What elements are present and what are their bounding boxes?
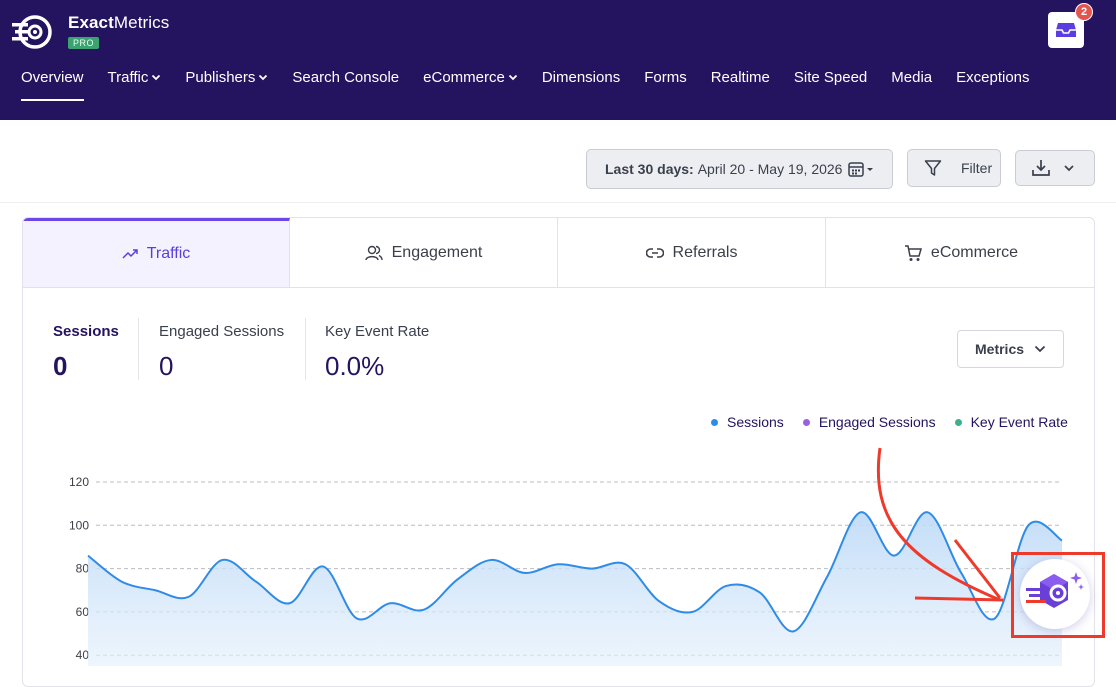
nav-search-console[interactable]: Search Console (292, 68, 400, 86)
legend-dot (802, 418, 810, 426)
sessions-area (88, 512, 1062, 666)
tab-engagement[interactable]: Engagement (290, 218, 558, 287)
nav-ecommerce[interactable]: eCommerce (423, 67, 518, 87)
chevron-down-icon (152, 74, 161, 81)
legend-engaged-sessions[interactable]: Engaged Sessions (802, 414, 936, 430)
nav-dimensions[interactable]: Dimensions (541, 68, 621, 86)
download-button[interactable] (1015, 150, 1095, 186)
download-icon (1032, 160, 1074, 176)
toolbar-divider (0, 202, 1116, 203)
metric-sessions[interactable]: Sessions 0 (53, 323, 119, 382)
metric-value: 0 (159, 351, 174, 381)
nav-site-speed[interactable]: Site Speed (793, 68, 868, 86)
filter-button[interactable]: Filter (907, 149, 1001, 187)
legend-sessions[interactable]: Sessions (711, 414, 784, 430)
link-icon (645, 247, 664, 258)
metric-label: Key Event Rate (325, 323, 430, 340)
chart-legend: Sessions Engaged Sessions Key Event Rate (711, 414, 1068, 430)
nav-publishers[interactable]: Publishers (185, 67, 268, 87)
chevron-down-icon (259, 74, 268, 81)
tab-referrals[interactable]: Referrals (558, 218, 826, 287)
metric-divider (305, 318, 306, 380)
nav-realtime[interactable]: Realtime (710, 68, 770, 86)
metric-key-event-rate[interactable]: Key Event Rate 0.0% (325, 323, 429, 382)
metric-label: Engaged Sessions (159, 323, 285, 340)
sessions-line (87, 511, 1063, 633)
annotation-highlight-box (1011, 552, 1105, 638)
metric-label: Sessions (53, 323, 119, 340)
logo[interactable]: ExactMetrics PRO (12, 12, 169, 52)
nav-media[interactable]: Media (891, 68, 933, 86)
legend-key-event-rate[interactable]: Key Event Rate (954, 414, 1068, 430)
annotation-arrow (914, 539, 1004, 602)
annotation-arrow (876, 447, 1001, 602)
y-tick-label: 40 (76, 648, 90, 662)
tab-traffic[interactable]: Traffic (23, 218, 290, 287)
pro-badge: PRO (68, 37, 100, 49)
metric-engaged-sessions[interactable]: Engaged Sessions 0 (159, 323, 284, 382)
metrics-dropdown-button[interactable]: Metrics (957, 330, 1064, 368)
metric-value: 0 (53, 351, 68, 381)
legend-dot (954, 418, 962, 426)
filter-label: Filter (961, 160, 993, 176)
date-range-picker[interactable]: Last 30 days: April 20 - May 19, 2026 (586, 149, 893, 189)
brand-name: ExactMetrics (68, 13, 170, 32)
metric-divider (138, 318, 139, 380)
metric-value: 0.0% (325, 351, 385, 381)
trend-up-icon (122, 249, 138, 259)
y-tick-label: 80 (76, 562, 90, 576)
report-tabs: Traffic Engagement Referrals eCommerce (23, 218, 1094, 288)
ai-assistant-button[interactable] (1020, 559, 1090, 629)
legend-dot (711, 418, 718, 426)
inbox-icon (1056, 23, 1076, 37)
ai-assistant-icon (1026, 572, 1084, 608)
users-icon (364, 245, 383, 260)
nav-traffic[interactable]: Traffic (108, 67, 162, 87)
y-tick-label: 60 (76, 605, 90, 619)
y-tick-label: 120 (69, 475, 89, 489)
sessions-chart: 120 100 80 60 40 (69, 447, 1063, 666)
filter-icon (924, 160, 942, 176)
main-nav: Overview Traffic Publishers Search Conso… (21, 67, 1054, 101)
chevron-down-icon (508, 74, 517, 81)
nav-overview[interactable]: Overview (21, 68, 84, 101)
notification-count-badge: 2 (1075, 3, 1093, 21)
nav-exceptions[interactable]: Exceptions (956, 68, 1030, 86)
exactmetrics-logo-icon (12, 15, 52, 49)
nav-forms[interactable]: Forms (644, 68, 687, 86)
calendar-icon (848, 162, 873, 177)
y-tick-label: 100 (69, 518, 89, 532)
top-header: ExactMetrics PRO Overview Traffic Publis… (0, 0, 1116, 120)
chevron-down-icon (1034, 345, 1046, 353)
cart-icon (904, 244, 922, 261)
tab-ecommerce[interactable]: eCommerce (826, 218, 1094, 287)
